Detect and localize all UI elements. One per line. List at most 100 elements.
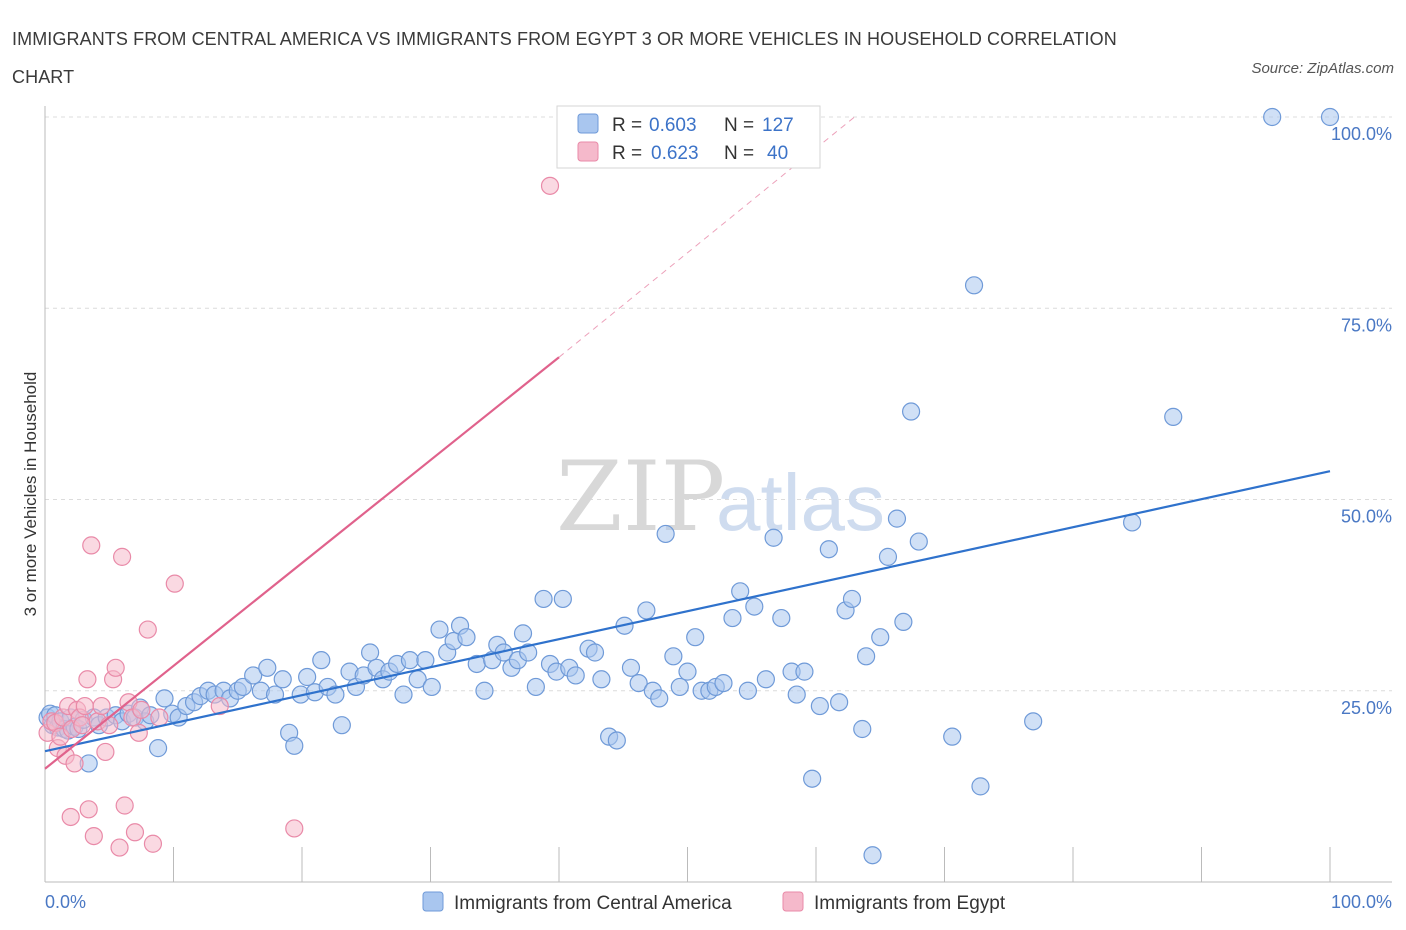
- central-america-point-117: [830, 693, 849, 712]
- bottom-legend-swatch-pink: [782, 891, 804, 912]
- bottom-legend: Immigrants from Central America Immigran…: [422, 891, 1006, 914]
- central-america-point-108: [756, 670, 775, 689]
- egypt-point-14: [75, 696, 94, 716]
- y-tick-label-0: 25.0%: [1341, 698, 1392, 718]
- egypt-point-33: [138, 620, 157, 639]
- legend-swatch-blue: [577, 113, 599, 134]
- top-legend: R = 0.603 N = 127 R = 0.623 N = 40: [556, 105, 821, 169]
- egypt-point-18: [84, 826, 103, 846]
- central-america-point-88: [607, 731, 626, 750]
- legend-r-label-blue: R =: [612, 115, 642, 136]
- source-label: Source: ZipAtlas.com: [1251, 60, 1394, 77]
- central-america-point-75: [513, 624, 533, 643]
- egypt-point-21: [96, 742, 115, 762]
- legend-n-label-blue: N =: [724, 115, 754, 136]
- central-america-point-76: [519, 643, 538, 662]
- central-america-point-23: [148, 739, 168, 758]
- central-america-point-69: [475, 681, 494, 700]
- legend-r-value-blue: 0.603: [649, 115, 697, 136]
- egypt-point-39: [540, 176, 560, 195]
- legend-swatch-pink: [577, 141, 599, 162]
- egypt-point-37: [210, 696, 229, 716]
- egypt-point-36: [165, 574, 184, 593]
- central-america-point-128: [909, 532, 928, 551]
- central-america-point-24: [155, 689, 174, 708]
- central-america-point-121: [857, 647, 876, 666]
- legend-n-label-pink: N =: [724, 143, 754, 164]
- y-tick-labels: 25.0% 50.0% 75.0% 100.0%: [1331, 124, 1392, 718]
- central-america-point-114: [803, 769, 822, 788]
- chart-title: IMMIGRANTS FROM CENTRAL AMERICA VS IMMIG…: [12, 29, 1117, 87]
- central-america-point-40: [273, 670, 292, 689]
- central-america-point-86: [592, 670, 611, 689]
- central-america-point-119: [842, 589, 862, 609]
- egypt-point-8: [61, 807, 80, 827]
- central-america-point-83: [566, 666, 585, 685]
- legend-n-value-pink: 40: [767, 143, 788, 164]
- legend-n-value-blue: 127: [762, 115, 794, 136]
- central-america-point-58: [394, 685, 413, 704]
- central-america-point-110: [772, 608, 791, 628]
- egypt-point-26: [112, 547, 132, 566]
- central-america-point-67: [457, 628, 476, 647]
- x-tick-label-min: 0.0%: [45, 892, 86, 912]
- central-america-point-35: [233, 677, 252, 697]
- egypt-point-35: [150, 708, 169, 727]
- central-america-point-90: [621, 658, 641, 677]
- y-axis-label: 3 or more Vehicles in Household: [21, 372, 40, 617]
- central-america-point-97: [670, 677, 689, 697]
- central-america-point-49: [332, 716, 351, 735]
- central-america-point-91: [629, 673, 648, 693]
- egypt-point-27: [115, 796, 134, 815]
- central-america-point-46: [312, 651, 331, 670]
- bottom-legend-label-blue: Immigrants from Central America: [454, 893, 732, 914]
- legend-r-label-pink: R =: [612, 143, 642, 164]
- central-america-point-94: [650, 689, 669, 708]
- central-america-point-112: [787, 685, 806, 704]
- central-america-point-95: [656, 524, 675, 544]
- bottom-legend-swatch-blue: [422, 891, 444, 912]
- bottom-legend-label-pink: Immigrants from Egypt: [814, 893, 1006, 914]
- central-america-point-96: [664, 647, 683, 666]
- central-america-point-106: [738, 681, 757, 700]
- central-america-point-109: [764, 528, 783, 547]
- x-tick-labels: 0.0% 100.0%: [45, 892, 1392, 912]
- egypt-point-16: [79, 800, 98, 819]
- central-america-point-113: [795, 662, 814, 681]
- central-america-point-44: [298, 667, 317, 687]
- central-america-point-78: [534, 589, 553, 609]
- y-tick-label-1: 50.0%: [1341, 507, 1392, 527]
- central-america-point-85: [585, 643, 605, 662]
- y-tick-label-3: 100.0%: [1331, 124, 1392, 144]
- central-america-point-39: [265, 685, 285, 704]
- trend-line-central-america: [44, 470, 1331, 753]
- watermark-zip: ZIP: [556, 441, 725, 553]
- central-america-point-92: [637, 601, 656, 620]
- legend-r-value-pink: 0.623: [651, 143, 699, 164]
- central-america-point-124: [878, 547, 898, 566]
- central-america-point-98: [678, 662, 697, 681]
- egypt-point-34: [143, 834, 163, 853]
- central-america-point-125: [887, 509, 907, 528]
- watermark: ZIP atlas: [556, 441, 885, 553]
- egypt-point-10: [65, 754, 84, 773]
- central-america-point-105: [731, 582, 750, 601]
- central-america-point-122: [863, 846, 882, 865]
- egypt-point-17: [82, 536, 101, 555]
- central-america-point-77: [526, 677, 545, 697]
- central-america-point-123: [871, 628, 890, 647]
- central-america-point-134: [1164, 407, 1183, 426]
- central-america-point-62: [422, 677, 441, 697]
- central-america-point-135: [1263, 107, 1282, 127]
- series-central-america-points: [38, 107, 1340, 865]
- egypt-point-30: [125, 823, 145, 842]
- egypt-point-24: [106, 658, 125, 677]
- trend-line-egypt-extension: [558, 116, 855, 358]
- central-america-point-53: [361, 643, 380, 662]
- central-america-point-126: [894, 612, 913, 632]
- central-america-point-81: [553, 589, 572, 609]
- trend-line-egypt: [44, 356, 560, 770]
- egypt-point-20: [92, 696, 111, 716]
- axes: [44, 106, 1392, 883]
- central-america-point-36: [244, 666, 263, 685]
